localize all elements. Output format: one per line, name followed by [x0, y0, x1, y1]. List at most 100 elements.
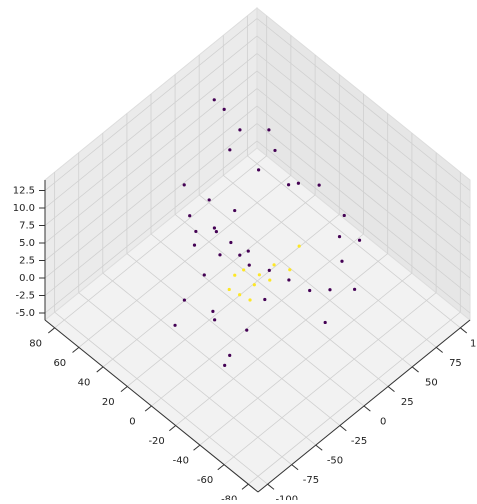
- point: [202, 273, 206, 277]
- point: [228, 353, 232, 357]
- point: [357, 238, 362, 242]
- point: [194, 229, 198, 234]
- point: [273, 148, 277, 153]
- tick-mark: [48, 327, 55, 334]
- point: [213, 318, 217, 322]
- grid-line: [44, 18, 258, 191]
- tick-mark: [96, 366, 104, 373]
- x-tick-label: -25: [351, 436, 367, 447]
- point: [317, 183, 321, 187]
- grid-line: [256, 35, 471, 209]
- x-tick-label: -50: [327, 456, 343, 467]
- grid-line: [199, 272, 413, 446]
- grid-line: [223, 292, 437, 465]
- point: [287, 278, 291, 282]
- point: [353, 287, 357, 291]
- z-tick-label: 10.0: [13, 203, 35, 214]
- tick-mark: [267, 483, 275, 490]
- point: [214, 229, 218, 234]
- point: [247, 263, 251, 267]
- tick-mark: [72, 346, 80, 353]
- grid-line: [256, 105, 471, 279]
- tick-mark: [144, 405, 152, 412]
- y-tick-label: -60: [197, 475, 213, 486]
- x-tick-label: 50: [425, 377, 438, 388]
- grid-line: [127, 214, 340, 387]
- point: [227, 287, 231, 292]
- point: [267, 268, 271, 272]
- grid-line: [175, 253, 388, 426]
- point: [257, 273, 261, 277]
- point: [246, 249, 250, 253]
- point: [242, 268, 246, 272]
- tick-mark: [241, 483, 249, 490]
- point: [192, 243, 197, 247]
- grid-line: [256, 53, 471, 226]
- point: [297, 244, 301, 248]
- point: [328, 288, 332, 292]
- tick-mark: [315, 444, 323, 451]
- grid-line: [256, 123, 471, 296]
- z-tick-label: 12.5: [13, 186, 35, 197]
- point: [222, 107, 226, 111]
- tick-mark: [120, 386, 128, 393]
- z-tick-label: 2.5: [19, 256, 35, 267]
- grid-line: [78, 175, 292, 348]
- x-axis-line: [257, 319, 471, 493]
- point: [233, 273, 237, 277]
- grid-line: [44, 123, 258, 296]
- z-tick-label: 5.0: [19, 238, 35, 249]
- point: [296, 181, 300, 185]
- point: [286, 183, 291, 187]
- point: [288, 268, 292, 272]
- x-tick-label: 25: [401, 397, 414, 408]
- y-tick-label: -20: [148, 436, 164, 447]
- point: [223, 363, 227, 367]
- point: [238, 293, 242, 297]
- point: [207, 198, 211, 202]
- point: [233, 208, 237, 213]
- y-tick-label: -40: [173, 456, 189, 467]
- tick-mark: [169, 425, 177, 432]
- grid-line: [44, 70, 258, 244]
- grid-line: [44, 105, 258, 279]
- point: [263, 297, 267, 302]
- point: [267, 128, 271, 132]
- y-tick-label: 20: [102, 397, 115, 408]
- point: [228, 148, 232, 152]
- grid-line: [44, 35, 258, 209]
- tick-mark: [411, 366, 419, 373]
- tick-mark: [291, 464, 299, 471]
- grid-line: [248, 311, 461, 485]
- grid-line: [256, 18, 471, 191]
- x-tick-label: 75: [449, 358, 462, 369]
- tick-mark: [217, 464, 225, 471]
- grid-line: [256, 140, 471, 314]
- y-tick-label: -80: [221, 495, 237, 500]
- grid-line: [44, 88, 258, 261]
- point: [211, 309, 215, 313]
- point: [212, 226, 217, 230]
- tick-mark: [339, 425, 347, 432]
- point: [342, 213, 346, 218]
- tick-mark: [387, 386, 395, 393]
- y-tick-label: 80: [29, 338, 42, 349]
- point: [182, 298, 186, 302]
- tick-mark: [363, 405, 371, 412]
- point: [340, 259, 344, 263]
- point: [272, 263, 276, 267]
- y-tick-label: 0: [129, 416, 135, 427]
- point: [323, 320, 327, 325]
- point: [229, 240, 233, 245]
- y-tick-label: 40: [78, 377, 91, 388]
- point: [182, 183, 186, 187]
- point: [256, 168, 261, 172]
- x-tick-label: 100: [470, 338, 477, 349]
- grid-line: [151, 233, 364, 407]
- point: [308, 288, 312, 293]
- tick-mark: [460, 327, 468, 334]
- point: [173, 323, 177, 327]
- y-axis-line: [44, 319, 259, 493]
- x-tick-label: 0: [380, 416, 386, 427]
- z-tick-label: -2.5: [15, 291, 35, 302]
